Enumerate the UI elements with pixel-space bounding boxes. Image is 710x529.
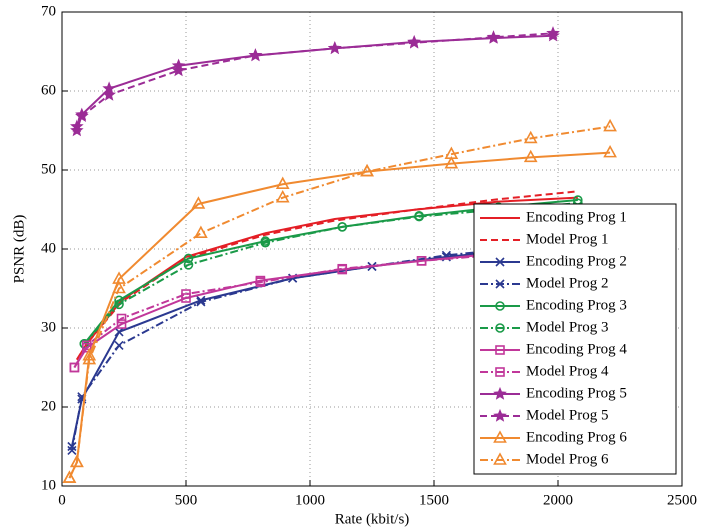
y-tick-label: 60 <box>41 82 56 98</box>
marker <box>523 130 538 144</box>
marker <box>416 256 427 266</box>
marker <box>495 323 505 333</box>
marker <box>407 35 421 49</box>
plot-frame <box>61 11 683 487</box>
legend-label: Model Prog 2 <box>526 275 609 291</box>
legend-label: Model Prog 5 <box>526 407 609 423</box>
marker <box>337 263 348 274</box>
marker <box>196 295 206 305</box>
legend-label: Encoding Prog 3 <box>526 297 627 313</box>
marker <box>181 289 191 299</box>
marker <box>248 48 263 62</box>
marker <box>82 340 92 351</box>
marker <box>486 30 501 44</box>
legend-label: Encoding Prog 1 <box>526 209 627 225</box>
marker <box>114 299 124 310</box>
marker <box>495 367 505 377</box>
x-tick-label: 2000 <box>543 492 573 508</box>
x-tick-label: 1500 <box>419 492 449 508</box>
y-axis-label: PSNR (dB) <box>11 215 27 284</box>
marker <box>523 149 538 163</box>
legend-label: Encoding Prog 6 <box>526 429 627 445</box>
marker <box>327 41 342 55</box>
marker <box>255 277 266 287</box>
marker <box>360 163 374 177</box>
legend: Encoding Prog 1 Model Prog 1 Encoding Prog… <box>473 203 677 475</box>
marker <box>493 452 507 465</box>
marker <box>275 189 290 203</box>
marker <box>194 225 208 238</box>
legend-box <box>473 203 677 475</box>
y-tick-label: 50 <box>41 161 56 177</box>
marker <box>82 347 97 361</box>
marker <box>495 345 505 355</box>
marker <box>444 156 459 169</box>
marker <box>260 237 271 248</box>
marker <box>82 351 97 365</box>
marker <box>546 26 560 40</box>
series-line <box>68 125 611 479</box>
marker <box>171 63 186 77</box>
marker <box>116 319 127 329</box>
marker <box>191 196 206 209</box>
marker <box>493 408 507 422</box>
x-tick-label: 1000 <box>295 492 325 508</box>
marker <box>62 470 77 483</box>
series-line <box>75 32 554 127</box>
y-tick-label: 70 <box>41 3 56 19</box>
x-axis-label: Rate (kbit/s) <box>335 511 410 527</box>
marker <box>67 445 77 456</box>
series-line <box>73 251 502 369</box>
y-tick-label: 10 <box>41 477 56 493</box>
legend-label: Model Prog 6 <box>526 451 609 467</box>
marker <box>69 119 84 133</box>
y-tick-label: 40 <box>41 240 56 256</box>
marker <box>69 362 80 373</box>
x-tick-label: 500 <box>175 492 198 508</box>
marker <box>493 430 507 443</box>
marker <box>444 146 459 159</box>
marker <box>337 222 348 232</box>
series-line <box>73 253 502 368</box>
legend-label: Model Prog 3 <box>526 319 609 335</box>
marker <box>183 253 194 264</box>
marker <box>275 176 290 190</box>
marker <box>183 259 194 270</box>
marker <box>414 211 424 222</box>
marker <box>116 313 127 324</box>
legend-label: Encoding Prog 4 <box>526 341 627 357</box>
y-tick-label: 20 <box>41 398 56 414</box>
x-tick-label: 0 <box>58 492 66 508</box>
legend-label: Encoding Prog 2 <box>526 253 627 269</box>
marker <box>603 144 617 158</box>
legend-label: Model Prog 4 <box>526 363 609 379</box>
y-tick-label: 30 <box>41 319 56 335</box>
marker <box>102 87 117 101</box>
x-tick-label: 2500 <box>667 492 697 508</box>
marker <box>70 123 84 137</box>
marker <box>495 279 505 289</box>
marker <box>112 280 126 294</box>
marker <box>196 297 206 307</box>
marker <box>75 109 89 123</box>
marker <box>495 257 505 267</box>
marker <box>603 118 617 132</box>
marker <box>70 454 84 468</box>
legend-label: Model Prog 1 <box>526 231 609 247</box>
marker <box>114 340 124 350</box>
marker <box>114 327 124 337</box>
marker <box>493 386 507 400</box>
marker <box>495 301 505 311</box>
legend-label: Encoding Prog 5 <box>526 385 627 401</box>
series-line <box>70 246 526 451</box>
